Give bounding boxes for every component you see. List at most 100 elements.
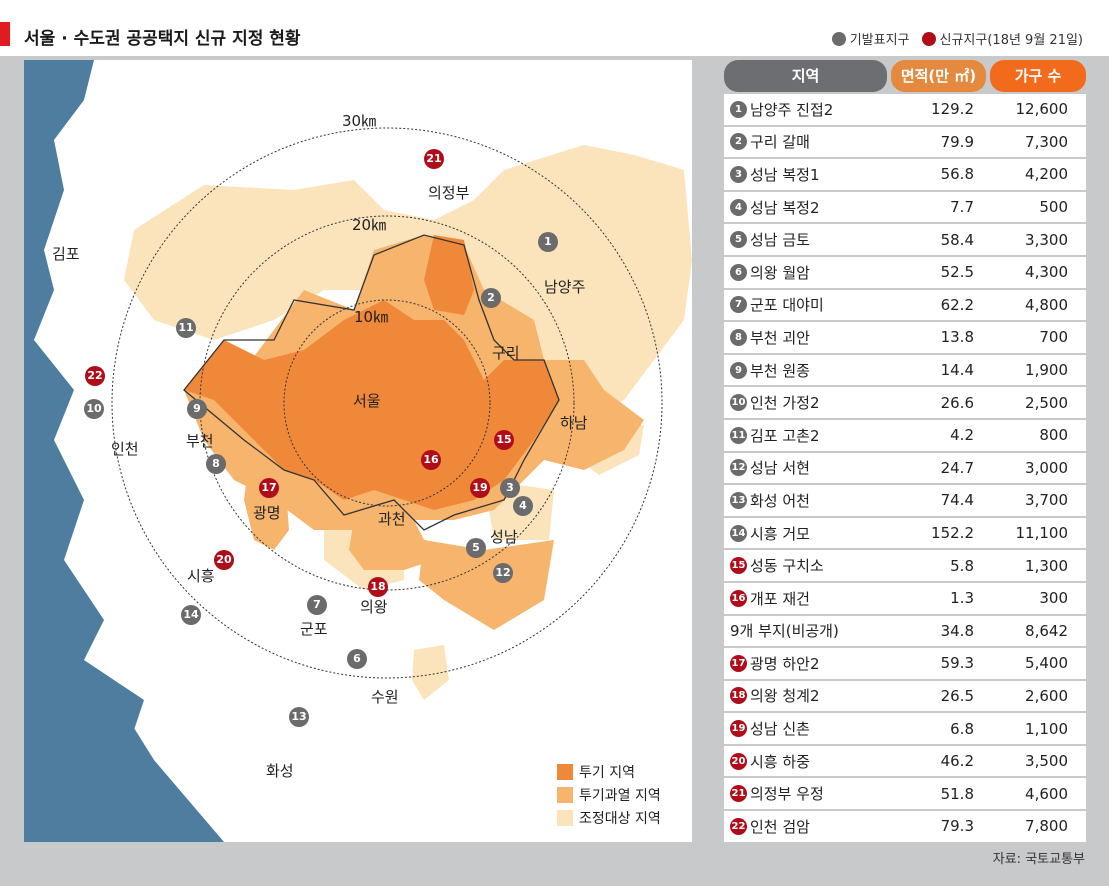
table-row: 3 성남 복정1 56.8 4,200: [724, 159, 1086, 190]
cell-area: 56.8: [940, 165, 974, 184]
zone-legend-label: 투기과열 지역: [579, 787, 661, 804]
place-seongnam: 성남: [490, 528, 518, 546]
speculation-zone: [184, 300, 559, 510]
cell-area: 79.3: [940, 817, 974, 836]
table-row: 21 의정부 우정 51.8 4,600: [724, 778, 1086, 810]
cell-households: 1,100: [1025, 719, 1068, 738]
site-marker-15: 15: [494, 430, 514, 450]
cell-area: 46.2: [940, 752, 974, 771]
site-number-badge: 2: [730, 133, 747, 151]
site-number-badge: 6: [730, 263, 747, 281]
site-number-badge: 20: [730, 752, 747, 770]
sea-area-south: [24, 660, 224, 842]
table-row: 8 부천 괴안 13.8 700: [724, 322, 1086, 353]
cell-region: 22 인천 검암: [724, 816, 889, 837]
cell-area: 5.8: [950, 556, 974, 575]
site-name: 광명 하안2: [750, 654, 820, 673]
place-namyangju: 남양주: [544, 278, 586, 296]
cell-area: 59.3: [940, 654, 974, 673]
cell-households: 3,500: [1025, 752, 1068, 771]
site-marker-5: 5: [466, 538, 486, 558]
place-seoul: 서울: [353, 392, 381, 410]
site-number-badge: 9: [730, 361, 747, 379]
header-area: 면적(만 ㎡): [891, 60, 986, 92]
cell-households: 8,642: [1025, 621, 1068, 640]
marker-legend: 기발표지구 신규지구(18년 9월 21일): [831, 29, 1083, 48]
site-marker-19: 19: [470, 478, 490, 498]
cell-households: 11,100: [1015, 524, 1069, 543]
cell-area: 129.2: [931, 100, 974, 119]
site-table: 지역 면적(만 ㎡) 가구 수 1 남양주 진접2 129.2 12,600 2 구리 갈…: [724, 60, 1086, 842]
table-row: 6 의왕 월암 52.5 4,300: [724, 256, 1086, 288]
site-name: 성남 서현: [750, 459, 810, 478]
cell-households: 3,300: [1025, 230, 1068, 249]
cell-households: 4,800: [1025, 295, 1068, 314]
cell-region: 1 남양주 진접2: [724, 99, 889, 120]
cell-area: 34.8: [940, 621, 974, 640]
cell-region: 4 성남 복정2: [724, 197, 889, 218]
site-name: 부천 원종: [750, 361, 810, 380]
cell-area: 26.6: [940, 393, 974, 412]
site-number-badge: 17: [730, 654, 747, 672]
table-body: 1 남양주 진접2 129.2 12,600 2 구리 갈매 79.9 7,300 3 성남 복정…: [724, 94, 1086, 842]
site-name: 성남 복정2: [750, 198, 820, 217]
table-row: 9 부천 원종 14.4 1,900: [724, 354, 1086, 386]
site-name: 의정부 우정: [750, 785, 824, 804]
sea-area: [24, 60, 184, 842]
cell-area: 52.5: [940, 263, 974, 282]
header-region: 지역: [724, 60, 887, 92]
cell-households: 7,300: [1025, 132, 1068, 151]
cell-region: 11 김포 고촌2: [724, 425, 889, 446]
site-name: 성남 신촌: [750, 720, 810, 739]
zone-legend-label: 조정대상 지역: [579, 810, 661, 827]
site-marker-4: 4: [513, 496, 533, 516]
legend-existing-label: 기발표지구: [849, 33, 910, 48]
cell-region: 18 의왕 청계2: [724, 685, 889, 706]
site-marker-13: 13: [289, 707, 309, 727]
site-number-badge: 18: [730, 687, 747, 705]
site-marker-21: 21: [424, 149, 444, 169]
ring-label-30km: 30㎞: [342, 112, 377, 130]
place-incheon: 인천: [111, 440, 139, 458]
place-suwon: 수원: [371, 688, 399, 706]
table-row: 11 김포 고촌2 4.2 800: [724, 419, 1086, 451]
cell-region: 8 부천 괴안: [724, 327, 889, 348]
red-circle-icon: [921, 31, 936, 46]
cell-region: 19 성남 신촌: [724, 718, 889, 739]
site-number-badge: 7: [730, 296, 747, 314]
cell-region: 5 성남 금토: [724, 229, 889, 250]
site-name: 군포 대야미: [750, 296, 824, 315]
map-graphic: [24, 60, 692, 842]
site-name: 김포 고촌2: [750, 426, 820, 445]
site-name: 의왕 월암: [750, 263, 810, 282]
cell-households: 2,500: [1025, 393, 1068, 412]
place-uiwang: 의왕: [360, 598, 388, 616]
cell-area: 26.5: [940, 686, 974, 705]
table-row: 13 화성 어천 74.4 3,700: [724, 485, 1086, 516]
table-row: 5 성남 금토 58.4 3,300: [724, 224, 1086, 255]
site-number-badge: 10: [730, 394, 747, 412]
site-name: 시흥 거모: [750, 524, 810, 543]
site-marker-16: 16: [421, 450, 441, 470]
site-number-badge: 3: [730, 165, 747, 183]
cell-households: 1,900: [1025, 361, 1068, 380]
site-marker-2: 2: [481, 288, 501, 308]
site-marker-9: 9: [187, 399, 207, 419]
site-marker-18: 18: [368, 577, 388, 597]
place-gimpo: 김포: [52, 245, 80, 263]
cell-area: 24.7: [940, 458, 974, 477]
ring-label-10km: 10㎞: [354, 308, 389, 326]
site-name: 구리 갈매: [750, 133, 810, 152]
site-number-badge: 11: [730, 426, 747, 444]
cell-area: 1.3: [950, 589, 974, 608]
table-row: 18 의왕 청계2 26.5 2,600: [724, 680, 1086, 712]
cell-region: 9 부천 원종: [724, 360, 889, 381]
cell-region: 7 군포 대야미: [724, 294, 889, 315]
site-marker-20: 20: [214, 550, 234, 570]
page-title: 서울 · 수도권 공공택지 신규 지정 현황: [24, 29, 301, 49]
table-row: 7 군포 대야미 62.2 4,800: [724, 289, 1086, 321]
site-name: 화성 어천: [750, 491, 810, 510]
site-number-badge: 16: [730, 589, 747, 607]
cell-area: 58.4: [940, 230, 974, 249]
table-row: 10 인천 가정2 26.6 2,500: [724, 387, 1086, 418]
